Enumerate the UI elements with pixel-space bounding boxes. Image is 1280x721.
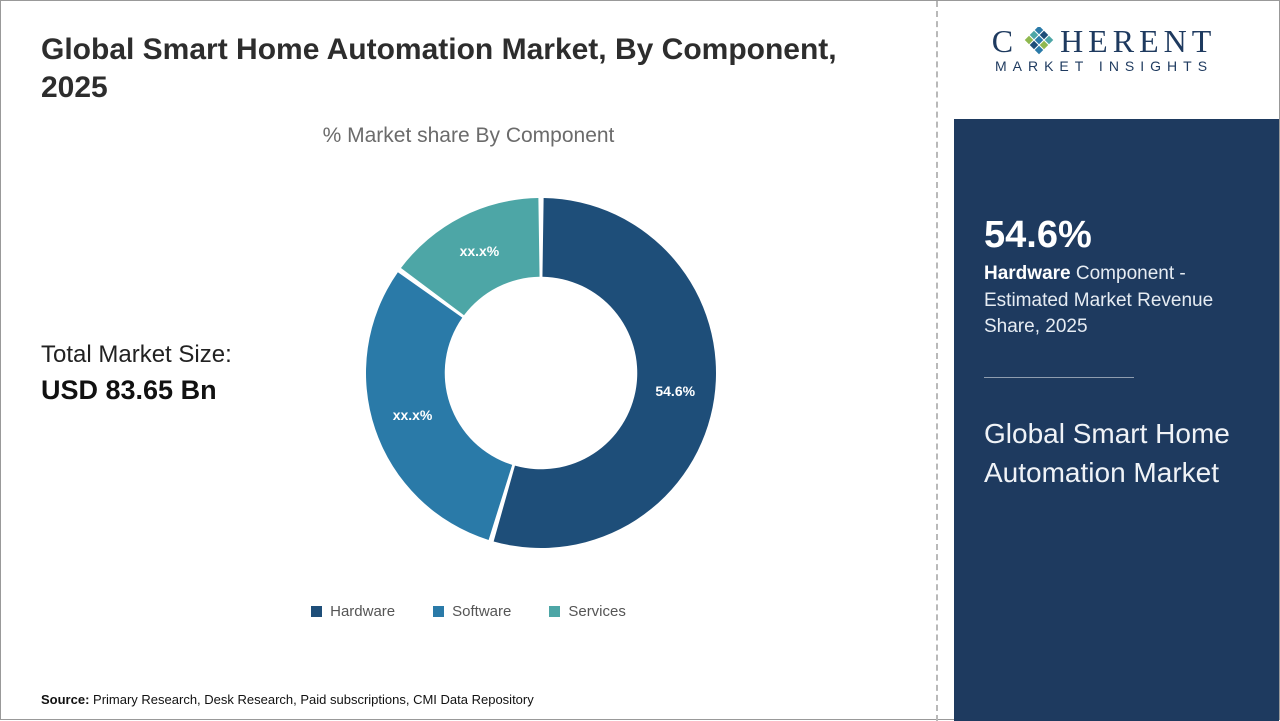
stat-bold: Hardware	[984, 263, 1071, 284]
source-prefix: Source:	[41, 692, 89, 707]
main-content: Global Smart Home Automation Market, By …	[1, 1, 936, 721]
logo-left: C	[992, 23, 1018, 60]
swatch-services	[549, 606, 560, 617]
source-line: Source: Primary Research, Desk Research,…	[41, 692, 534, 707]
source-text: Primary Research, Desk Research, Paid su…	[93, 692, 534, 707]
stat-description: Hardware Component - Estimated Market Re…	[984, 261, 1249, 341]
slice-label: xx.x%	[460, 243, 500, 259]
donut-slice-software	[366, 272, 512, 540]
market-size-value: USD 83.65 Bn	[41, 375, 311, 406]
slice-label: 54.6%	[655, 383, 695, 399]
market-size-label: Total Market Size:	[41, 341, 311, 369]
legend-item-software: Software	[433, 603, 511, 620]
page-title: Global Smart Home Automation Market, By …	[41, 31, 896, 106]
brand-logo: C HERENT MARKET INSIGHTS	[954, 23, 1254, 74]
legend-label: Software	[452, 603, 511, 620]
slice-label: xx.x%	[393, 407, 433, 423]
logo-right: HERENT	[1060, 23, 1216, 60]
swatch-software	[433, 606, 444, 617]
side-title: Global Smart Home Automation Market	[984, 414, 1249, 492]
chart-subtitle: % Market share By Component	[41, 124, 896, 148]
logo-tagline: MARKET INSIGHTS	[954, 58, 1254, 74]
stat-percentage: 54.6%	[984, 214, 1249, 257]
side-panel: 54.6% Hardware Component - Estimated Mar…	[954, 119, 1279, 721]
vertical-divider	[936, 1, 938, 721]
legend-label: Hardware	[330, 603, 395, 620]
side-divider	[984, 377, 1134, 378]
market-size-block: Total Market Size: USD 83.65 Bn	[41, 341, 331, 406]
swatch-hardware	[311, 606, 322, 617]
legend-item-hardware: Hardware	[311, 603, 395, 620]
legend: Hardware Software Services	[41, 603, 896, 620]
chart-row: Total Market Size: USD 83.65 Bn 54.6% xx.…	[41, 158, 896, 588]
logo-diamond-icon	[1024, 27, 1054, 57]
legend-label: Services	[568, 603, 626, 620]
donut-chart: 54.6% xx.x% xx.x%	[331, 163, 751, 583]
legend-item-services: Services	[549, 603, 626, 620]
